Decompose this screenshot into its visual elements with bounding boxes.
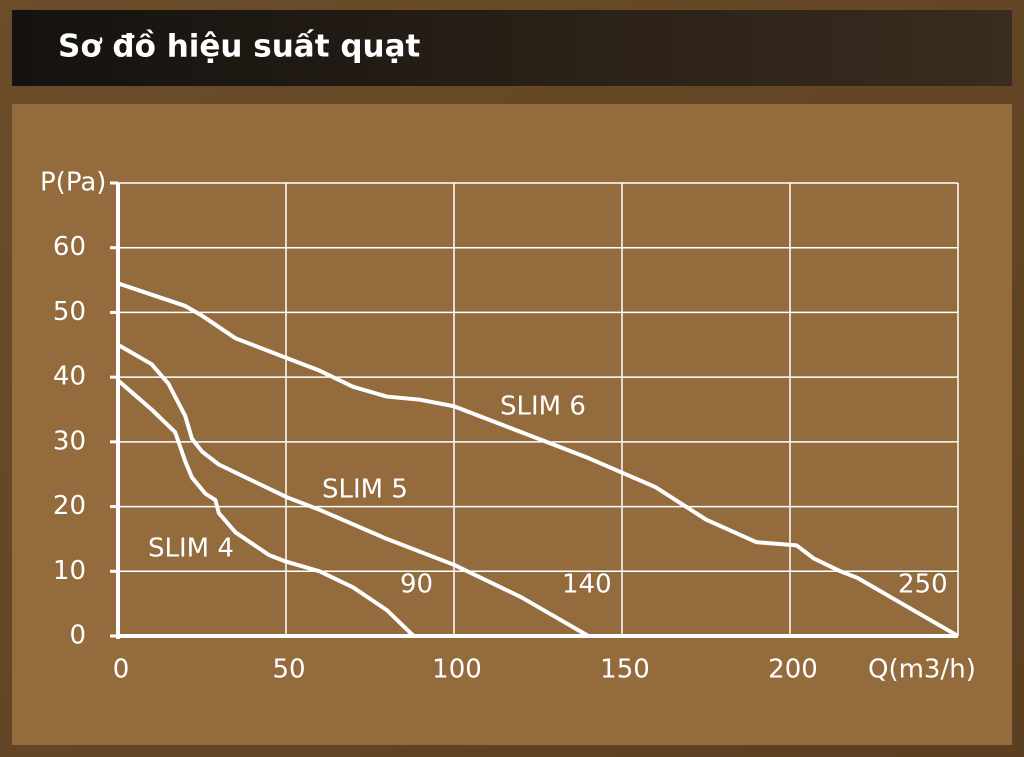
panel bbox=[12, 104, 1012, 745]
x-axis-label: Q(m3/h) bbox=[868, 655, 976, 685]
y-tick-label: 40 bbox=[53, 362, 86, 392]
y-tick-label: 0 bbox=[69, 621, 86, 651]
series-label: SLIM 6 bbox=[500, 392, 586, 422]
y-tick-label: 60 bbox=[53, 232, 86, 262]
end-label: 250 bbox=[898, 570, 948, 600]
series-label: SLIM 5 bbox=[322, 475, 408, 505]
chart-title: Sơ đồ hiệu suất quạt bbox=[58, 29, 421, 65]
x-tick-label: 100 bbox=[432, 655, 482, 685]
y-tick-label: 20 bbox=[53, 491, 86, 521]
y-tick-label: 10 bbox=[53, 556, 86, 586]
y-tick-label: 30 bbox=[53, 426, 86, 456]
x-tick-label: 50 bbox=[272, 655, 305, 685]
x-tick-label: 0 bbox=[113, 655, 130, 685]
y-axis-label: P(Pa) bbox=[40, 168, 106, 198]
y-tick-label: 50 bbox=[53, 297, 86, 327]
series-line bbox=[116, 343, 590, 638]
x-tick-label: 150 bbox=[600, 655, 650, 685]
series-line bbox=[117, 281, 960, 638]
end-label: 90 bbox=[400, 570, 433, 600]
series-label: SLIM 4 bbox=[148, 534, 234, 564]
title-bar bbox=[12, 10, 1012, 86]
series-line bbox=[116, 378, 416, 638]
end-label: 140 bbox=[562, 570, 612, 600]
x-tick-label: 200 bbox=[768, 655, 818, 685]
